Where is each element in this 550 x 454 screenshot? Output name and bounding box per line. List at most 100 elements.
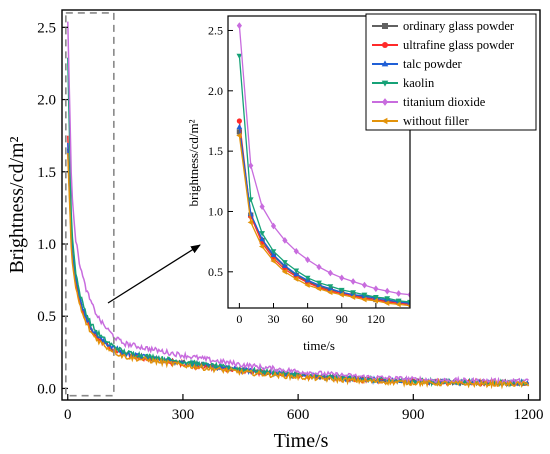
- inset-data-point: [361, 296, 367, 303]
- legend-label: kaolin: [403, 76, 435, 90]
- inset-series-line: [238, 120, 410, 306]
- legend-marker: [382, 98, 388, 106]
- inset-data-point: [236, 129, 242, 135]
- legend-label: ordinary glass powder: [403, 19, 515, 33]
- inset-data-point: [361, 281, 368, 289]
- inset-data-point: [327, 269, 333, 277]
- inset-data-point: [407, 299, 410, 306]
- inset-data-point: [270, 258, 276, 264]
- inset-data-point: [236, 53, 243, 59]
- inset-data-point: [372, 297, 378, 304]
- legend-label: without filler: [403, 114, 469, 128]
- inset-y-tick-label: 1.5: [208, 144, 223, 158]
- inset-data-point: [395, 301, 401, 308]
- inset-data-point: [305, 256, 311, 264]
- inset-lines: [236, 22, 410, 308]
- inset-data-point: [384, 296, 391, 302]
- inset-x-tick-label: 0: [236, 312, 242, 326]
- zoom-arrow: [107, 244, 201, 304]
- inset-data-point: [247, 197, 254, 203]
- main-series-group: [67, 21, 530, 390]
- inset-data-point: [373, 295, 379, 301]
- inset-data-point: [384, 300, 390, 307]
- inset-y-tick-label: 0.5: [208, 265, 223, 279]
- inset-data-point: [259, 243, 265, 250]
- main-y-axis-title: Brightness/cd/m²: [6, 136, 28, 273]
- inset-data-point: [259, 203, 265, 211]
- inset-series-line: [238, 135, 410, 307]
- main-x-tick-label: 900: [402, 407, 425, 423]
- inset-data-point: [395, 298, 402, 304]
- main-y-tick-label: 0.0: [37, 381, 56, 397]
- main-y-tick-label: 0.5: [37, 309, 56, 325]
- inset-x-tick-label: 30: [268, 312, 280, 326]
- inset-series-line: [238, 25, 410, 296]
- inset-axis-ticks: 0 30 60 90 120 0.5 1.0 1.5 2.0 2.5: [208, 23, 385, 326]
- inset-data-point: [270, 249, 277, 255]
- inset-series-line: [238, 55, 410, 303]
- inset-data-point: [236, 22, 242, 30]
- inset-series-line: [238, 126, 410, 304]
- inset-data-point: [293, 247, 299, 255]
- inset-data-point: [282, 260, 288, 266]
- inset-data-point: [350, 294, 356, 301]
- inset-data-point: [236, 123, 243, 130]
- inset-data-point: [407, 291, 410, 299]
- inset-data-point: [396, 290, 402, 297]
- inset-data-point: [248, 162, 254, 169]
- inset-data-point: [327, 284, 334, 290]
- inset-data-point: [407, 300, 410, 306]
- inset-data-point: [350, 278, 356, 285]
- legend-label: talc powder: [403, 57, 462, 71]
- main-y-tick-label: 1.0: [37, 237, 56, 253]
- inset-data-point: [350, 290, 356, 296]
- main-x-tick-label: 1200: [513, 407, 543, 423]
- inset-data-point: [282, 237, 288, 244]
- inset-data-point: [384, 287, 390, 295]
- legend-label: ultrafine glass powder: [403, 38, 515, 52]
- main-x-axis-title: Time/s: [274, 430, 329, 452]
- main-y-tick-label: 2.0: [37, 93, 56, 109]
- legend-marker: [381, 60, 389, 67]
- main-y-tick-label: 2.5: [37, 20, 56, 36]
- inset-y-axis-title: brightness/cd/m²: [186, 119, 201, 206]
- inset-data-point: [236, 118, 242, 124]
- inset-x-tick-label: 120: [367, 312, 385, 326]
- inset-data-point: [406, 303, 410, 308]
- inset-plot-frame: [227, 15, 411, 309]
- legend: ordinary glass powder ultrafine glass pow…: [372, 19, 515, 128]
- legend-marker: [382, 42, 388, 48]
- inset-data-point: [373, 285, 379, 293]
- inset-data-point: [361, 292, 368, 298]
- inset-data-point: [315, 285, 322, 292]
- inset-series-group: [236, 22, 410, 308]
- inset-x-tick-label: 60: [302, 312, 314, 326]
- main-series-line: [67, 152, 530, 390]
- inset-data-point: [270, 222, 277, 230]
- inset-data-point: [281, 268, 287, 275]
- inset-data-point: [304, 282, 310, 288]
- main-x-tick-label: 0: [64, 407, 72, 423]
- legend-marker: [381, 80, 389, 87]
- main-y-tick-label: 1.5: [37, 165, 56, 181]
- legend-marker: [382, 23, 388, 29]
- inset-data-point: [338, 291, 344, 298]
- legend-marker: [381, 117, 388, 125]
- inset-data-point: [316, 263, 322, 271]
- inset-y-tick-label: 2.0: [208, 84, 223, 98]
- inset-data-point: [304, 275, 311, 281]
- inset-data-point: [327, 289, 333, 296]
- main-x-tick-label: 300: [172, 407, 195, 423]
- inset-data-point: [259, 236, 265, 242]
- main-x-tick-label: 600: [287, 407, 310, 423]
- main-plot-frame: [61, 9, 541, 401]
- inset-data-point: [339, 274, 345, 282]
- inset-data-point: [316, 280, 322, 286]
- inset-data-point: [259, 231, 265, 237]
- legend-label: titanium dioxide: [403, 95, 486, 109]
- inset-x-axis-title: time/s: [303, 338, 335, 353]
- inset-y-tick-label: 2.5: [208, 23, 223, 37]
- inset-data-point: [338, 287, 345, 294]
